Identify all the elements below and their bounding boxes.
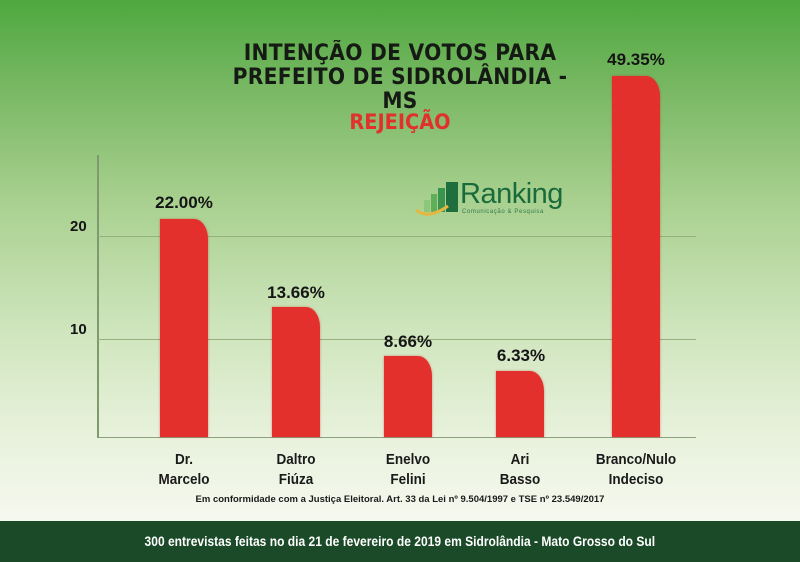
gridline-10: [98, 339, 696, 340]
category-label-line1: Ari: [510, 451, 530, 468]
category-label-line1: Daltro: [276, 451, 316, 468]
bar-growth-swoosh-icon: [415, 182, 458, 216]
chart-subtitle: REJEIÇÃO: [349, 110, 451, 134]
category-label-line2: Basso: [499, 471, 541, 488]
category-label-line2: Marcelo: [158, 471, 210, 488]
category-label: Ari Basso: [457, 450, 583, 490]
category-label-line2: Fiúza: [278, 471, 314, 488]
logo-wordmark: Ranking: [460, 178, 563, 210]
bar-dr-marcelo: [160, 219, 208, 437]
bar-value-label: 49.35%: [607, 50, 665, 69]
bar-branco-nulo-indeciso: [612, 76, 660, 437]
y-tick-20: 20: [70, 218, 87, 235]
chart-title-line2: PREFEITO DE SIDROLÂNDIA - MS: [232, 65, 568, 114]
category-label-line1: Dr.: [174, 451, 193, 468]
gridline-20: [98, 236, 696, 237]
y-axis-line: [97, 155, 99, 438]
category-label: Dr. Marcelo: [121, 450, 247, 490]
footer-text: 300 entrevistas feitas no dia 21 de feve…: [144, 533, 656, 549]
category-label-line2: Felini: [390, 471, 426, 488]
category-label-line1: Enelvo: [385, 451, 431, 468]
category-label: Enelvo Felini: [345, 450, 471, 490]
category-label: Branco/Nulo Indeciso: [573, 450, 699, 490]
y-tick-10: 10: [70, 321, 87, 338]
bar-value-label: 8.66%: [383, 332, 433, 351]
bar-value-label: 6.33%: [496, 346, 546, 365]
bar-enelvo-felini: [384, 356, 432, 437]
category-label-line1: Branco/Nulo: [595, 451, 677, 468]
x-axis-baseline: [98, 437, 696, 438]
bar-daltro-fiuza: [272, 307, 320, 437]
category-label: Daltro Fiúza: [233, 450, 359, 490]
chart-title-line1: INTENÇÃO DE VOTOS PARA: [243, 41, 557, 66]
category-label-line2: Indeciso: [608, 471, 664, 488]
legal-note: Em conformidade com a Justiça Eleitoral.…: [195, 494, 605, 505]
chart-title: INTENÇÃO DE VOTOS PARA PREFEITO DE SIDRO…: [216, 42, 584, 114]
bar-ari-basso: [496, 371, 544, 437]
footer-bar: 300 entrevistas feitas no dia 21 de feve…: [0, 521, 800, 562]
bar-value-label: 13.66%: [267, 283, 325, 302]
ranking-logo: Ranking Comunicação & Pesquisa: [414, 178, 564, 218]
logo-tagline: Comunicação & Pesquisa: [462, 209, 544, 215]
bar-value-label: 22.00%: [155, 193, 213, 212]
